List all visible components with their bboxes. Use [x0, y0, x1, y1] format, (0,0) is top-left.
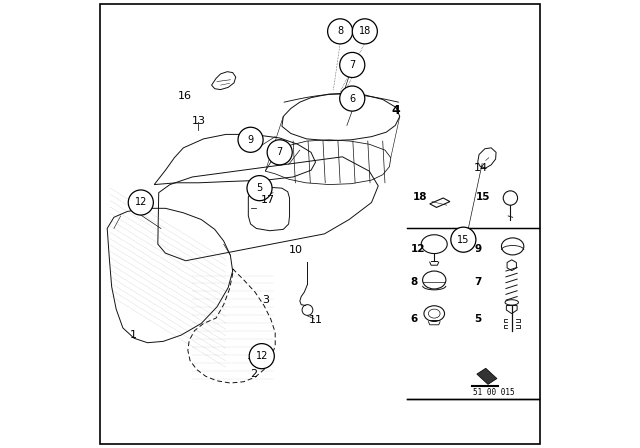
Text: 3: 3	[262, 295, 269, 305]
Circle shape	[328, 19, 353, 44]
Circle shape	[267, 140, 292, 165]
Text: 9: 9	[248, 135, 253, 145]
Text: 18: 18	[358, 26, 371, 36]
Circle shape	[247, 176, 272, 201]
Text: 10: 10	[289, 245, 302, 255]
Polygon shape	[477, 368, 497, 384]
Text: 12: 12	[134, 198, 147, 207]
Text: 51 00 015: 51 00 015	[473, 388, 515, 396]
Text: 15: 15	[476, 192, 490, 202]
Text: 8: 8	[410, 277, 418, 287]
Text: 12: 12	[255, 351, 268, 361]
Circle shape	[238, 127, 263, 152]
Text: 6: 6	[349, 94, 355, 103]
Text: 9: 9	[475, 244, 482, 254]
Text: 8: 8	[337, 26, 343, 36]
Text: 1: 1	[130, 330, 137, 340]
Circle shape	[249, 344, 275, 369]
Circle shape	[451, 227, 476, 252]
Text: 5: 5	[475, 314, 482, 324]
Text: 2: 2	[250, 369, 257, 379]
Text: 18: 18	[413, 192, 428, 202]
FancyBboxPatch shape	[100, 4, 540, 444]
Circle shape	[352, 19, 378, 44]
Text: 7: 7	[276, 147, 283, 157]
Text: 14: 14	[474, 163, 488, 173]
Circle shape	[340, 52, 365, 78]
Text: 6: 6	[410, 314, 418, 324]
Circle shape	[128, 190, 154, 215]
Text: 15: 15	[457, 235, 470, 245]
Text: 11: 11	[308, 315, 323, 325]
Text: 16: 16	[178, 91, 192, 101]
Text: 5: 5	[257, 183, 262, 193]
Text: 7: 7	[349, 60, 355, 70]
Text: 12: 12	[410, 244, 425, 254]
Text: 17: 17	[260, 195, 275, 205]
Circle shape	[340, 86, 365, 111]
Text: 7: 7	[475, 277, 482, 287]
Text: 4: 4	[392, 104, 401, 117]
Text: 13: 13	[192, 116, 206, 126]
